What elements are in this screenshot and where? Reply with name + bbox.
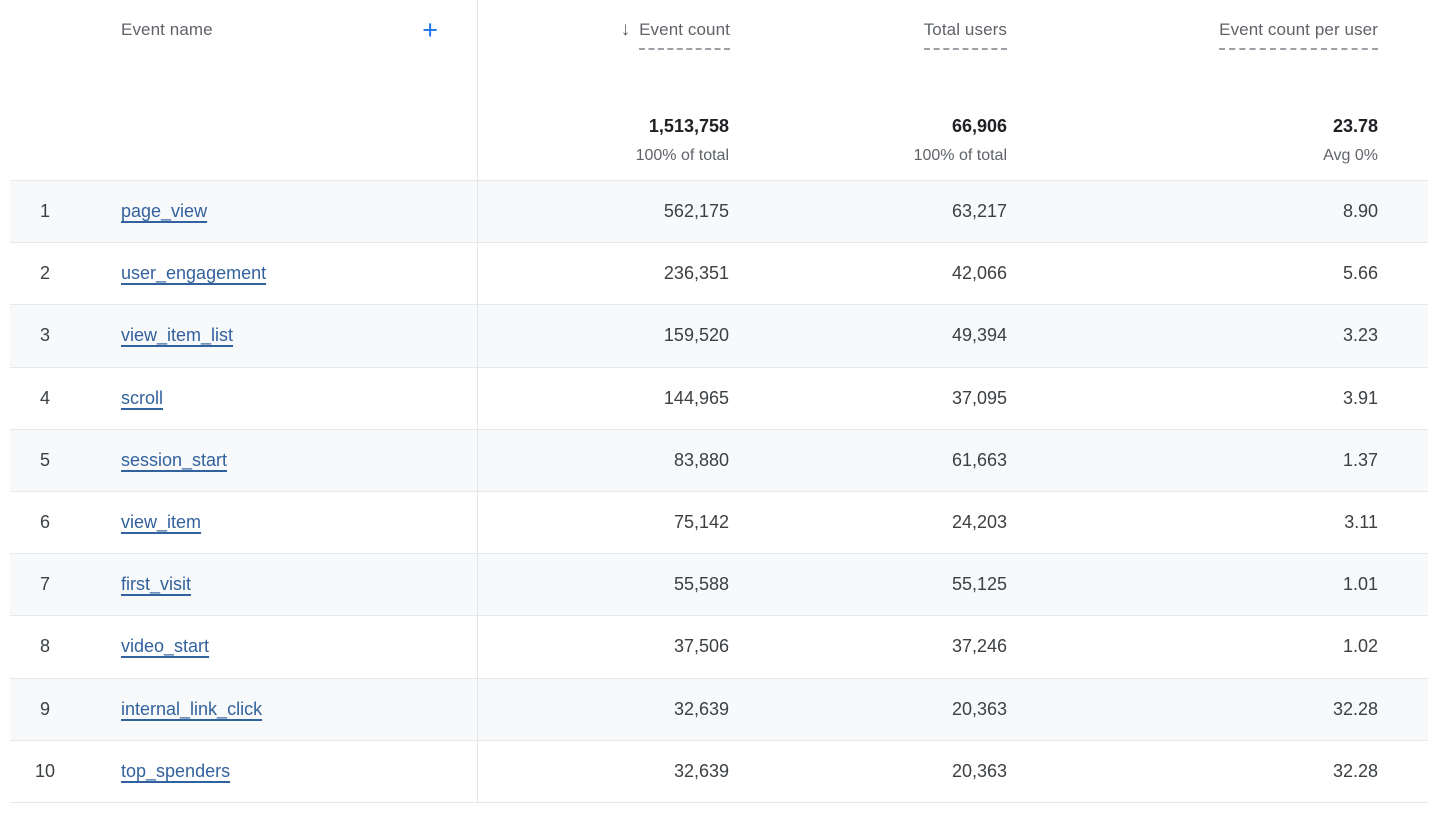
total-users-cell: 61,663 [951, 449, 1007, 470]
total-users-header-label[interactable]: Total users [923, 18, 1007, 50]
event-name-cell: top_spenders [114, 761, 478, 782]
events-table: Event name + ↓ Event count Total users E… [10, 0, 1428, 803]
event-count-cell: 83,880 [673, 449, 729, 470]
table-row: 6 view_item 75,142 24,203 3.11 [10, 491, 1428, 555]
total-users-cell: 20,363 [951, 760, 1007, 781]
event-count-per-user-header-label[interactable]: Event count per user [1219, 18, 1378, 50]
row-index: 8 [39, 636, 50, 657]
totals-spacer-name [114, 115, 478, 165]
event-name-link[interactable]: scroll [121, 387, 164, 408]
event-count-cell: 159,520 [663, 325, 729, 346]
total-users-cell: 37,246 [951, 636, 1007, 657]
table-row: 10 top_spenders 32,639 20,363 32.28 [10, 740, 1428, 803]
row-index: 4 [39, 387, 50, 408]
event-name-cell: video_start [114, 636, 478, 657]
table-row: 1 page_view 562,175 63,217 8.90 [10, 181, 1428, 244]
row-index: 9 [39, 698, 50, 719]
table-row: 2 user_engagement 236,351 42,066 5.66 [10, 243, 1428, 306]
event-count-per-user-cell: 32.28 [1332, 698, 1378, 719]
event-count-cell: 37,506 [673, 636, 729, 657]
event-count-total-value: 1,513,758 [648, 116, 729, 136]
event-name-cell: page_view [114, 201, 478, 222]
event-name-cell: view_item_list [114, 325, 478, 346]
event-count-cell: 236,351 [663, 263, 729, 284]
event-count-cell: 75,142 [673, 512, 729, 533]
total-users-cell: 37,095 [951, 387, 1007, 408]
event-name-cell: session_start [114, 450, 478, 471]
event-count-total-subtitle: 100% of total [635, 147, 729, 164]
row-index: 10 [34, 760, 56, 781]
event-name-cell: view_item [114, 512, 478, 533]
total-users-header[interactable]: Total users [730, 18, 1007, 50]
event-count-per-user-cell: 1.02 [1342, 636, 1378, 657]
event-count-per-user-cell: 1.01 [1342, 574, 1378, 595]
total-users-cell: 42,066 [951, 263, 1007, 284]
event-count-per-user-cell: 3.11 [1344, 512, 1378, 533]
event-name-link[interactable]: page_view [121, 201, 208, 222]
event-name-link[interactable]: view_item_list [121, 325, 234, 346]
event-name-link[interactable]: view_item [121, 512, 202, 533]
column-divider [477, 0, 478, 803]
event-name-link[interactable]: top_spenders [121, 760, 231, 781]
total-users-cell: 24,203 [951, 512, 1007, 533]
event-count-per-user-cell: 1.37 [1342, 449, 1378, 470]
event-count-total-cell: 1,513,758 100% of total [478, 115, 730, 165]
event-count-per-user-cell: 5.66 [1342, 263, 1378, 284]
total-users-cell: 55,125 [951, 574, 1007, 595]
event-count-header-label[interactable]: Event count [639, 18, 730, 50]
row-index: 6 [39, 512, 50, 533]
event-name-link[interactable]: first_visit [121, 574, 192, 595]
table-body: 1 page_view 562,175 63,217 8.90 2 user_e… [10, 181, 1428, 803]
event-name-cell: scroll [114, 388, 478, 409]
event-name-link[interactable]: internal_link_click [121, 698, 263, 719]
row-index: 5 [39, 449, 50, 470]
total-users-total-subtitle: 100% of total [913, 147, 1007, 164]
total-users-total-cell: 66,906 100% of total [730, 115, 1007, 165]
total-users-cell: 49,394 [951, 325, 1007, 346]
event-count-cell: 144,965 [663, 387, 729, 408]
event-count-header[interactable]: ↓ Event count [478, 18, 730, 50]
event-name-link[interactable]: user_engagement [121, 263, 267, 284]
table-row: 8 video_start 37,506 37,246 1.02 [10, 616, 1428, 679]
event-count-per-user-cell: 3.23 [1342, 325, 1378, 346]
table-row: 7 first_visit 55,588 55,125 1.01 [10, 554, 1428, 617]
event-name-cell: internal_link_click [114, 699, 478, 720]
event-count-per-user-cell: 3.91 [1342, 387, 1378, 408]
event-count-per-user-cell: 32.28 [1332, 760, 1378, 781]
table-row: 4 scroll 144,965 37,095 3.91 [10, 367, 1428, 430]
event-name-cell: user_engagement [114, 263, 478, 284]
event-count-per-user-cell: 8.90 [1342, 201, 1378, 222]
row-index: 1 [39, 201, 50, 222]
total-users-total-value: 66,906 [951, 116, 1007, 136]
add-column-button[interactable]: + [422, 15, 438, 45]
column-header-row: Event name + ↓ Event count Total users E… [10, 0, 1428, 50]
table-row: 9 internal_link_click 32,639 20,363 32.2… [10, 678, 1428, 741]
table-row: 3 view_item_list 159,520 49,394 3.23 [10, 305, 1428, 368]
row-index: 2 [39, 263, 50, 284]
event-count-per-user-header[interactable]: Event count per user [1007, 18, 1428, 50]
event-count-cell: 32,639 [673, 760, 729, 781]
event-count-per-user-total-subtitle: Avg 0% [1323, 147, 1378, 164]
event-name-header: Event name + [114, 15, 478, 45]
totals-row: 1,513,758 100% of total 66,906 100% of t… [10, 115, 1428, 180]
event-count-per-user-total-value: 23.78 [1332, 116, 1378, 136]
sort-descending-icon: ↓ [620, 19, 631, 40]
total-users-cell: 20,363 [951, 698, 1007, 719]
event-name-link[interactable]: video_start [121, 636, 210, 657]
event-name-link[interactable]: session_start [121, 449, 228, 470]
event-count-cell: 55,588 [673, 574, 729, 595]
table-row: 5 session_start 83,880 61,663 1.37 [10, 429, 1428, 492]
event-name-header-label: Event name [121, 20, 213, 39]
event-count-per-user-total-cell: 23.78 Avg 0% [1007, 115, 1428, 165]
event-name-cell: first_visit [114, 574, 478, 595]
total-users-cell: 63,217 [951, 201, 1007, 222]
totals-spacer-num [10, 115, 114, 165]
row-index: 7 [39, 574, 50, 595]
row-index: 3 [39, 325, 50, 346]
event-count-cell: 562,175 [663, 201, 729, 222]
event-count-cell: 32,639 [673, 698, 729, 719]
table-header: Event name + ↓ Event count Total users E… [10, 0, 1428, 181]
